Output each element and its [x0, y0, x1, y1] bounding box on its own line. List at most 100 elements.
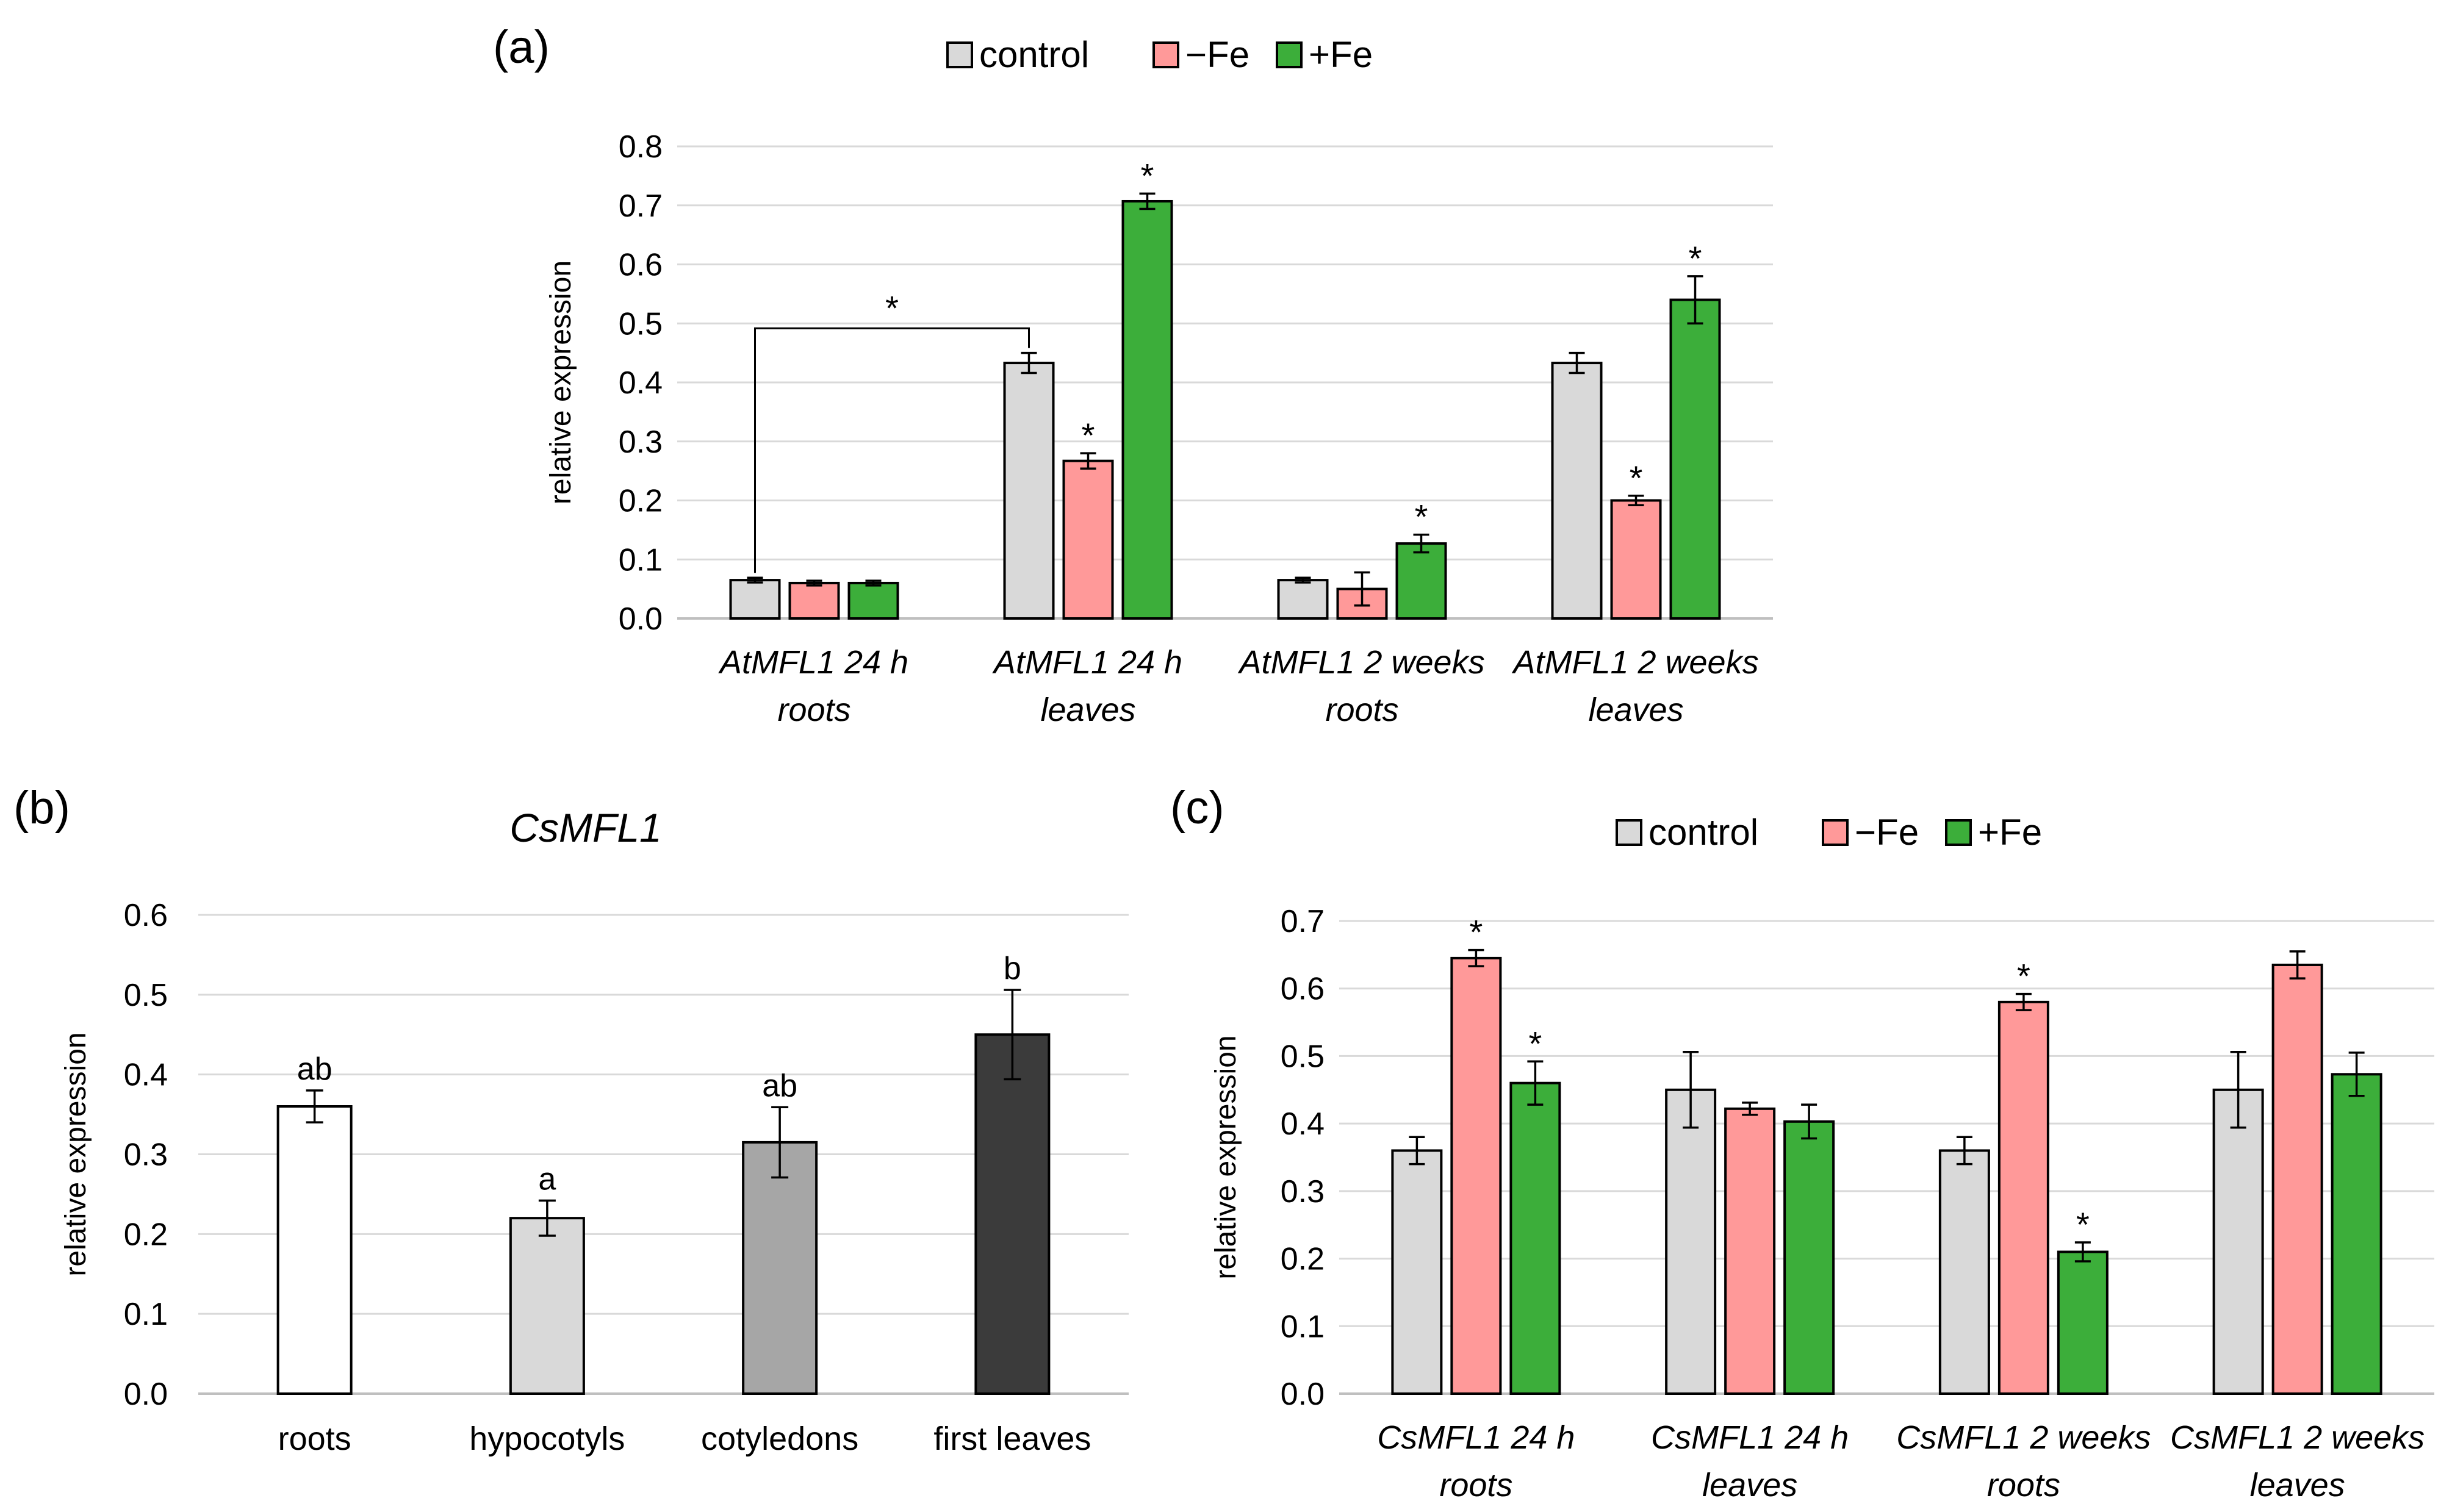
panel-a-legend-swatch — [1276, 41, 1303, 68]
panel-a-legend-swatch — [946, 41, 973, 68]
panel-a-legend-label: +Fe — [1309, 34, 1373, 75]
panel-c-legend-label: +Fe — [1978, 812, 2042, 853]
panel-a: (a) control −Fe +Fe 0.0 0.1 0.2 0.3 0.4 0.5 0.6 0.7… — [493, 21, 1773, 728]
panel-c-category-label: CsMFL1 24 h — [1377, 1419, 1575, 1456]
panel-b-category-label: cotyledons — [701, 1421, 858, 1457]
panel-c-ytick-label: 0.3 — [1281, 1174, 1325, 1209]
panel-a-category-label: AtMFL1 2 weeks — [1511, 644, 1758, 681]
panel-c-bar — [2271, 963, 2323, 1395]
panel-a-category-label: AtMFL1 24 h — [992, 644, 1182, 681]
panel-c-bar — [2057, 1250, 2109, 1395]
panel-c-label: (c) — [1170, 782, 1224, 834]
panel-b-group-letter: b — [1004, 951, 1021, 986]
panel-a-significance-mark: * — [1630, 459, 1643, 497]
panel-c-category-label: roots — [1439, 1467, 1512, 1503]
panel-a-legend-label: −Fe — [1185, 34, 1249, 75]
panel-b-ytick-label: 0.6 — [124, 898, 168, 933]
panel-b-title: CsMFL1 — [509, 805, 661, 850]
panel-c-ytick-label: 0.0 — [1281, 1377, 1325, 1412]
panel-a-bar — [1551, 362, 1603, 620]
panel-c-category-label: CsMFL1 2 weeks — [2170, 1419, 2425, 1456]
panel-a-category-label: AtMFL1 2 weeks — [1237, 644, 1484, 681]
panel-c-bar — [1665, 1088, 1717, 1396]
panel-c-ytick-label: 0.2 — [1281, 1242, 1325, 1277]
panel-b-bar — [276, 1105, 353, 1395]
panel-a-bracket — [754, 327, 1030, 573]
panel-b-group-letter: ab — [297, 1052, 333, 1087]
panel-c-ytick-label: 0.4 — [1281, 1106, 1325, 1142]
panel-a-label: (a) — [493, 21, 550, 73]
panel-a-bar — [1003, 362, 1055, 620]
panel-b-group-letter: a — [538, 1161, 556, 1197]
panel-a-category-label: roots — [1325, 692, 1398, 728]
panel-c: (c) control −Fe +Fe 0.0 0.1 0.2 0.3 0.4 0.5 0.6 0.7… — [1170, 782, 2434, 1503]
panel-c-bar — [1997, 1000, 2049, 1396]
panel-b-ytick-label: 0.4 — [124, 1058, 168, 1093]
panel-b-group-letter: ab — [762, 1068, 797, 1103]
panel-a-category-label: roots — [777, 692, 850, 728]
panel-c-ytick-label: 0.5 — [1281, 1039, 1325, 1074]
panel-b-ytick-label: 0.3 — [124, 1138, 168, 1173]
panel-a-legend: control −Fe +Fe — [946, 34, 1373, 75]
panel-a-significance-mark: * — [1082, 416, 1095, 454]
panel-c-category-label: CsMFL1 24 h — [1651, 1419, 1849, 1456]
panel-c-legend-swatch — [1822, 819, 1849, 846]
panel-b-ytick-label: 0.5 — [124, 978, 168, 1013]
panel-c-ytick-label: 0.1 — [1281, 1309, 1325, 1344]
panel-c-bar — [1450, 956, 1502, 1395]
panel-c-significance-mark: * — [1469, 913, 1483, 951]
panel-b-category-label: hypocotyls — [469, 1421, 625, 1457]
panel-c-bar — [2212, 1088, 2264, 1396]
panel-c-significance-mark: * — [2017, 957, 2030, 995]
panel-a-ytick-label: 0.3 — [619, 425, 663, 460]
panel-a-ytick-label: 0.2 — [619, 484, 663, 519]
panel-c-bar — [1783, 1120, 1835, 1395]
panel-a-legend-swatch — [1152, 41, 1179, 68]
panel-a-ytick-label: 0.0 — [619, 601, 663, 637]
panel-a-bar — [847, 581, 899, 620]
panel-c-bar — [1391, 1149, 1443, 1396]
panel-c-significance-mark: * — [1528, 1024, 1542, 1062]
panel-a-significance-mark: * — [1141, 156, 1154, 195]
panel-a-ytick-label: 0.7 — [619, 188, 663, 224]
panel-b: (b) CsMFL1 0.0 0.1 0.2 0.3 0.4 0.5 0.6 relative e… — [13, 782, 1129, 1457]
panel-c-bar — [2331, 1073, 2382, 1395]
panel-a-significance-mark: * — [1689, 239, 1702, 278]
panel-c-category-label: leaves — [2250, 1467, 2345, 1503]
panel-a-bar — [1121, 199, 1173, 620]
panel-b-category-label: roots — [278, 1421, 351, 1457]
panel-a-bar — [1610, 499, 1662, 620]
panel-a-ytick-label: 0.8 — [619, 129, 663, 165]
panel-a-significance-mark: * — [1415, 498, 1428, 536]
panel-b-label: (b) — [13, 782, 70, 834]
panel-a-category-label: AtMFL1 24 h — [718, 644, 908, 681]
panel-a-bracket-mark: * — [885, 288, 899, 327]
panel-c-legend-swatch — [1945, 819, 1972, 846]
panel-b-bar — [509, 1217, 585, 1395]
panel-c-category-label: roots — [1987, 1467, 2060, 1503]
panel-a-ytick-label: 0.6 — [619, 248, 663, 283]
panel-a-bar — [729, 579, 781, 620]
panel-b-bar — [974, 1033, 1051, 1395]
panel-c-legend-label: control — [1648, 812, 1758, 853]
panel-a-category-label: leaves — [1040, 692, 1135, 728]
panel-c-ytick-label: 0.6 — [1281, 972, 1325, 1007]
panel-c-significance-mark: * — [2076, 1205, 2090, 1244]
panel-b-category-label: first leaves — [933, 1421, 1091, 1457]
panel-a-ytick-label: 0.5 — [619, 306, 663, 342]
panel-a-bar — [1395, 542, 1447, 620]
panel-a-bar — [788, 581, 840, 620]
panel-b-y-axis-label: relative expression — [60, 1032, 92, 1276]
panel-b-ytick-label: 0.0 — [124, 1377, 168, 1412]
panel-a-y-axis-label: relative expression — [545, 260, 577, 504]
panel-a-bar — [1062, 459, 1114, 620]
panel-c-legend: control −Fe +Fe — [1616, 812, 2042, 853]
panel-a-category-label: leaves — [1588, 692, 1683, 728]
panel-a-legend-label: control — [979, 34, 1089, 75]
panel-c-category-label: leaves — [1702, 1467, 1797, 1503]
panel-b-ytick-label: 0.1 — [124, 1297, 168, 1332]
panel-b-bar — [742, 1141, 818, 1395]
panel-c-y-axis-label: relative expression — [1210, 1035, 1242, 1279]
panel-a-bar — [1277, 579, 1329, 620]
